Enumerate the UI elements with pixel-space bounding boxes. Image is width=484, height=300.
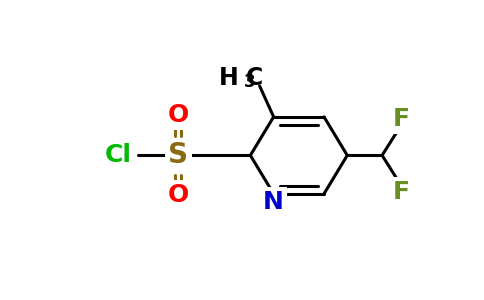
Text: O: O: [167, 103, 189, 127]
Text: 3: 3: [243, 73, 255, 91]
Text: F: F: [393, 107, 410, 131]
Text: F: F: [393, 179, 410, 203]
Text: O: O: [167, 183, 189, 207]
Text: S: S: [168, 141, 188, 169]
Text: C: C: [245, 66, 263, 90]
Text: Cl: Cl: [105, 143, 132, 167]
Text: H: H: [219, 66, 239, 90]
Text: N: N: [263, 190, 284, 214]
